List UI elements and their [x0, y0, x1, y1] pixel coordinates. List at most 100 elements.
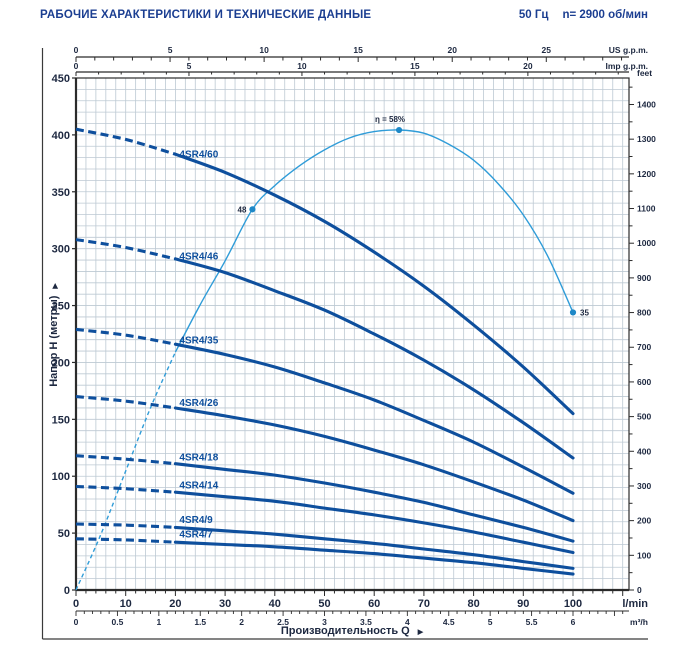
m3h-tick-label: 0	[74, 617, 79, 627]
efficiency-point-label: 35	[580, 308, 589, 317]
lmin-tick-label: 90	[517, 598, 529, 610]
m3h-tick-label: 1.5	[194, 617, 206, 627]
meters-tick-label: 400	[52, 130, 70, 142]
feet-tick-label: 1200	[637, 169, 656, 179]
curve-label-4sr4-9: 4SR4/9	[179, 515, 213, 526]
tick-label: 15	[410, 61, 420, 71]
feet-tick-label: 700	[637, 342, 651, 352]
speed-label: n= 2900 об/мин	[562, 9, 648, 21]
frequency-label: 50 Гц	[518, 9, 549, 21]
grid-layer	[76, 78, 629, 590]
feet-axis: 0 100 200 300 400 500 600 700 800 900 1000 1100 1200…	[629, 68, 656, 595]
efficiency-peak-label: η = 58%	[375, 115, 405, 124]
lmin-unit: l/min	[622, 598, 648, 610]
m3h-tick-label: 3.5	[360, 617, 372, 627]
feet-tick-label: 800	[637, 308, 651, 318]
meters-tick-label: 350	[52, 187, 70, 199]
m3h-axis: 0 0.5 1 1.5 2 2.5 3 3.5 4 4.5 5 5.5 6 m³/h	[74, 610, 648, 627]
curve-4sr4-9-solid	[173, 525, 575, 570]
curve-4sr4-35-dashed	[75, 327, 176, 346]
efficiency-point-dot	[249, 206, 256, 213]
curve-4sr4-35-solid	[173, 342, 575, 495]
feet-tick-label: 100	[637, 550, 651, 560]
feet-tick-label: 1000	[637, 238, 656, 248]
x-axis-title: Производительность Q ▶	[281, 625, 424, 637]
m3h-tick-label: 4	[405, 617, 410, 627]
imp-gpm-unit: Imp g.p.m.	[606, 61, 649, 71]
y-axis-title: Напор H (метры)▶	[48, 283, 60, 387]
feet-tick-label: 400	[637, 446, 651, 456]
lmin-tick-label: 0	[73, 598, 79, 610]
meters-tick-label: 0	[64, 585, 70, 597]
meters-axis: 0 50 100 150 200 250 300 350 400 450 Напор H (метр…	[48, 73, 76, 597]
tick-label: 20	[447, 45, 457, 55]
lmin-tick-label: 80	[467, 598, 479, 610]
curve-4sr4-60-solid	[173, 152, 575, 416]
lmin-tick-label: 40	[269, 598, 281, 610]
lmin-tick-label: 30	[219, 598, 231, 610]
curve-label-4sr4-60: 4SR4/60	[179, 149, 218, 160]
curve-label-4sr4-26: 4SR4/26	[179, 398, 218, 409]
m3h-tick-label: 2.5	[277, 617, 289, 627]
us-gpm-unit: US g.p.m.	[609, 45, 648, 55]
lmin-tick-label: 20	[169, 598, 181, 610]
plot-frame	[41, 48, 648, 640]
tick-label: 15	[353, 45, 363, 55]
tick-label: 0	[74, 45, 79, 55]
m3h-tick-label: 6	[571, 617, 576, 627]
curve-4sr4-14-dashed	[75, 484, 176, 494]
lmin-tick-label: 70	[418, 598, 430, 610]
curve-label-4sr4-46: 4SR4/46	[179, 252, 218, 263]
m3h-tick-label: 5	[488, 617, 493, 627]
imp-gpm-axis: 0 5 10 15 20 Imp g.p.m.	[74, 61, 648, 76]
meters-tick-label: 250	[52, 301, 70, 313]
lmin-tick-label: 10	[120, 598, 132, 610]
meters-tick-label: 150	[52, 414, 70, 426]
tick-label: 20	[523, 61, 533, 71]
feet-tick-label: 900	[637, 273, 651, 283]
page-title: РАБОЧИЕ ХАРАКТЕРИСТИКИ И ТЕХНИЧЕСКИЕ ДАН…	[40, 9, 372, 21]
efficiency-point-dot	[395, 126, 403, 134]
tick-label: 10	[297, 61, 307, 71]
curve-4sr4-14-solid	[173, 490, 575, 555]
tick-label: 25	[542, 45, 552, 55]
feet-tick-label: 1100	[637, 204, 656, 214]
feet-tick-label: 300	[637, 481, 651, 491]
lmin-tick-label: 100	[564, 598, 582, 610]
curve-4sr4-7-solid	[173, 540, 575, 576]
feet-tick-label: 500	[637, 412, 651, 422]
efficiency-curve-solid	[174, 129, 574, 353]
lmin-axis: 0 10 20 30 40 50 60 70 80 90 100 l/min	[73, 590, 648, 610]
meters-tick-label: 50	[58, 528, 70, 540]
curve-label-4sr4-18: 4SR4/18	[179, 453, 218, 464]
curve-4sr4-18-dashed	[75, 454, 176, 466]
efficiency-curve-dashed	[75, 351, 177, 591]
tick-label: 5	[187, 61, 192, 71]
curve-4sr4-60-dashed	[75, 127, 176, 156]
m3h-tick-label: 4.5	[443, 617, 455, 627]
feet-tick-label: 1300	[637, 134, 656, 144]
feet-unit: feet	[637, 68, 652, 78]
head-curves: 4SR4/60 4SR4/46 4SR4/35 4SR4/26 4SR4/18 4SR4/…	[75, 127, 575, 576]
m3h-tick-label: 5.5	[526, 617, 538, 627]
m3h-tick-label: 3	[322, 617, 327, 627]
operating-conditions: 50 Гц n= 2900 об/мин	[519, 9, 648, 21]
feet-tick-label: 600	[637, 377, 651, 387]
meters-tick-label: 100	[52, 471, 70, 483]
feet-tick-label: 200	[637, 516, 651, 526]
lmin-tick-label: 50	[318, 598, 330, 610]
page-header: РАБОЧИЕ ХАРАКТЕРИСТИКИ И ТЕХНИЧЕСКИЕ ДАН…	[40, 9, 648, 21]
curve-4sr4-7-dashed	[75, 537, 176, 544]
tick-label: 10	[259, 45, 269, 55]
curve-label-4sr4-14: 4SR4/14	[179, 480, 218, 491]
curve-label-4sr4-7: 4SR4/7	[179, 529, 213, 540]
curve-4sr4-9-dashed	[75, 522, 176, 529]
m3h-tick-label: 0.5	[112, 617, 124, 627]
meters-tick-label: 450	[52, 73, 70, 85]
feet-tick-label: 1400	[637, 99, 656, 109]
efficiency-curve	[75, 129, 574, 591]
us-gpm-axis: 0 5 10 15 20 25 US g.p.m.	[74, 45, 648, 62]
tick-label: 5	[168, 45, 173, 55]
